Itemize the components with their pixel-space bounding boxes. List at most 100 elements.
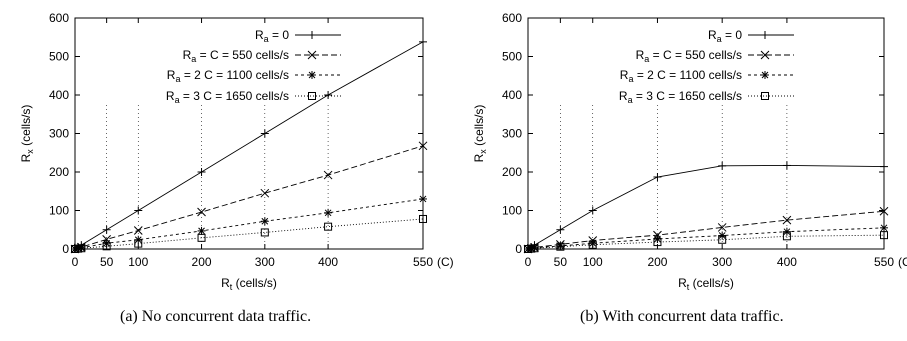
x-tick-label: 50: [100, 255, 114, 269]
y-tick-label: 500: [49, 50, 69, 64]
data-point: [134, 206, 143, 215]
legend-label: Ra = C = 550 cells/s: [183, 48, 289, 64]
data-point: [77, 244, 86, 253]
data-point: [260, 188, 270, 198]
data-point: [324, 208, 333, 217]
data-point: [419, 214, 427, 223]
data-point: [588, 206, 597, 215]
legend-label: Ra = 3 C = 1650 cells/s: [166, 89, 289, 105]
y-tick-label: 500: [502, 50, 522, 64]
chart-panel-b: 0 100 200 300 400 500 600 0 50 100 200 300 400 550 (C)…: [472, 11, 907, 292]
legend-marker: [308, 31, 316, 39]
x-tick-label: 300: [255, 255, 275, 269]
data-point: [782, 161, 791, 170]
y-tick-label: 300: [502, 127, 522, 141]
data-point: [260, 129, 269, 138]
y-axis-label: Rx (cells/s): [472, 105, 488, 163]
data-point: [718, 231, 727, 240]
legend-marker: [307, 50, 317, 60]
data-point: [419, 194, 427, 203]
series-1: [524, 161, 888, 253]
data-point: [324, 91, 333, 99]
legend-label: Ra = 0: [255, 28, 289, 44]
data-point: [653, 238, 662, 247]
x-axis-label: Rt (cells/s): [221, 276, 277, 292]
data-point: [718, 235, 727, 244]
data-point: [782, 232, 791, 241]
series-line: [74, 198, 424, 250]
data-point: [260, 228, 269, 237]
series-3: [71, 194, 427, 253]
data-point: [718, 161, 727, 170]
data-point: [879, 206, 889, 216]
legend-marker: [761, 31, 769, 39]
series-line: [527, 165, 885, 250]
data-point: [102, 225, 111, 234]
data-point: [880, 223, 888, 232]
x-tick-label: 0: [525, 255, 532, 269]
y-tick-label: 400: [49, 88, 69, 102]
data-point: [197, 233, 206, 242]
x-tick-label: 300: [712, 255, 732, 269]
data-point: [588, 239, 597, 248]
data-point: [419, 37, 427, 46]
data-point: [324, 222, 333, 231]
y-tick-label: 400: [502, 88, 522, 102]
legend-marker: [308, 71, 316, 79]
legend-label: Ra = C = 550 cells/s: [636, 48, 742, 64]
x-tick-label: 200: [647, 255, 667, 269]
x-tick-label: 400: [777, 255, 797, 269]
x-tick-label: 550: [413, 255, 433, 269]
series-line: [74, 218, 424, 250]
y-tick-label: 200: [502, 165, 522, 179]
data-point: [418, 141, 428, 151]
data-point: [260, 217, 269, 226]
series-4: [524, 231, 888, 253]
data-point: [782, 227, 791, 236]
data-point: [880, 162, 888, 171]
legend-label: Ra = 0: [708, 28, 742, 44]
x-axis-label: Rt (cells/s): [678, 276, 734, 292]
series-line: [527, 227, 885, 250]
data-point: [133, 226, 143, 235]
data-point: [588, 240, 597, 249]
chart-panel-a: 0 100 200 300 400 500 600 0 50 100 200 300 400 550 (C)…: [19, 11, 454, 292]
data-point: [653, 173, 662, 182]
legend-label: Ra = 2 C = 1100 cells/s: [167, 68, 289, 84]
x-tick-label: 100: [583, 255, 603, 269]
x-tick-label: 550: [874, 255, 894, 269]
y-tick-label: 100: [49, 204, 69, 218]
x-tick-label: 200: [192, 255, 212, 269]
legend-marker: [761, 71, 769, 79]
data-point: [556, 225, 565, 234]
caption-a: (a) No concurrent data traffic.: [120, 308, 312, 325]
legend-marker: [308, 92, 316, 100]
x-annotation: (C): [437, 255, 454, 269]
y-axis-label: Rx (cells/s): [19, 105, 35, 163]
y-tick-label: 300: [49, 127, 69, 141]
y-tick-label: 100: [502, 204, 522, 218]
data-point: [717, 223, 727, 232]
y-tick-label: 600: [502, 11, 522, 25]
series-2: [70, 141, 428, 254]
data-point: [782, 215, 792, 225]
y-tick-label: 0: [62, 242, 69, 256]
data-point: [556, 242, 565, 251]
data-point: [197, 168, 206, 176]
x-tick-label: 50: [554, 255, 568, 269]
data-point: [880, 231, 888, 240]
data-point: [197, 226, 206, 235]
data-point: [197, 207, 206, 217]
x-tick-label: 400: [318, 255, 338, 269]
x-annotation: (C): [898, 255, 907, 269]
y-tick-label: 0: [515, 242, 522, 256]
data-point: [134, 239, 143, 248]
legend-marker: [760, 50, 770, 60]
caption-b: (b) With concurrent data traffic.: [580, 308, 784, 325]
legend-label: Ra = 2 C = 1100 cells/s: [620, 68, 742, 84]
legend-label: Ra = 3 C = 1650 cells/s: [619, 89, 742, 105]
data-point: [530, 244, 539, 253]
legend-marker: [761, 92, 769, 100]
x-tick-label: 0: [72, 255, 79, 269]
